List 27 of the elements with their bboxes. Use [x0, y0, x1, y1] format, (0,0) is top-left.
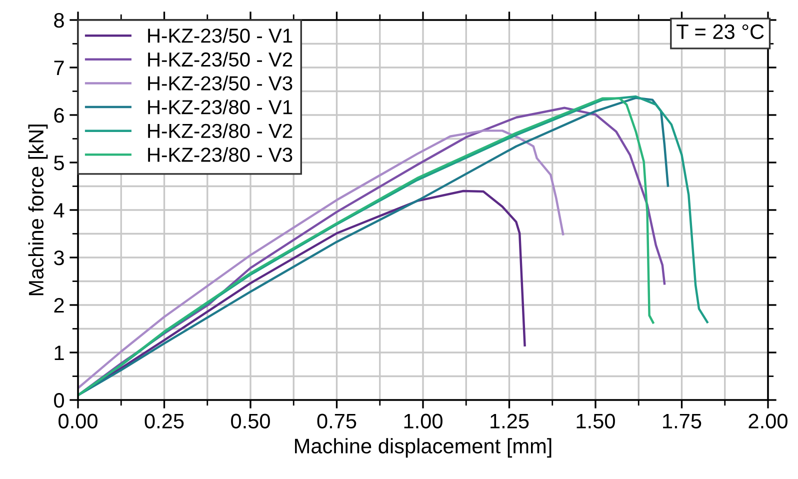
legend-label: H-KZ-23/50 - V2: [148, 52, 292, 67]
y-tick-label: 5: [54, 156, 64, 170]
annotation: T = 23 °C: [676, 24, 764, 40]
legend-label: H-KZ-23/50 - V3: [148, 76, 292, 90]
x-tick-label: 0.50: [231, 414, 270, 428]
x-tick-label: 1.50: [576, 414, 615, 428]
legend-label: H-KZ-23/80 - V2: [148, 123, 292, 138]
legend-label: H-KZ-23/80 - V1: [148, 99, 292, 114]
x-tick-label: 0.75: [317, 414, 356, 428]
x-tick-label: 1.75: [663, 414, 702, 428]
y-tick-label: 4: [54, 203, 64, 218]
y-tick-label: 7: [54, 60, 64, 76]
y-tick-label: 6: [54, 108, 64, 123]
x-tick-label: 1.25: [490, 414, 529, 428]
x-tick-label: 0.25: [144, 414, 184, 428]
y-tick-label: 0: [54, 393, 64, 408]
x-tick-label: 0.00: [58, 414, 98, 428]
legend-label: H-KZ-23/50 - V1: [148, 28, 292, 43]
x-tick-label: 1.00: [404, 414, 442, 428]
y-tick-label: 2: [54, 298, 64, 313]
legend-label: H-KZ-23/80 - V3: [148, 147, 292, 162]
y-tick-label: 3: [54, 250, 64, 266]
y-axis-title: Machine force [kN]: [28, 124, 48, 296]
x-axis-title: Machine displacement [mm]: [295, 438, 552, 458]
x-tick-label: 2.00: [748, 414, 788, 428]
y-tick-label: 8: [54, 13, 64, 28]
y-tick-label: 1: [54, 346, 64, 360]
